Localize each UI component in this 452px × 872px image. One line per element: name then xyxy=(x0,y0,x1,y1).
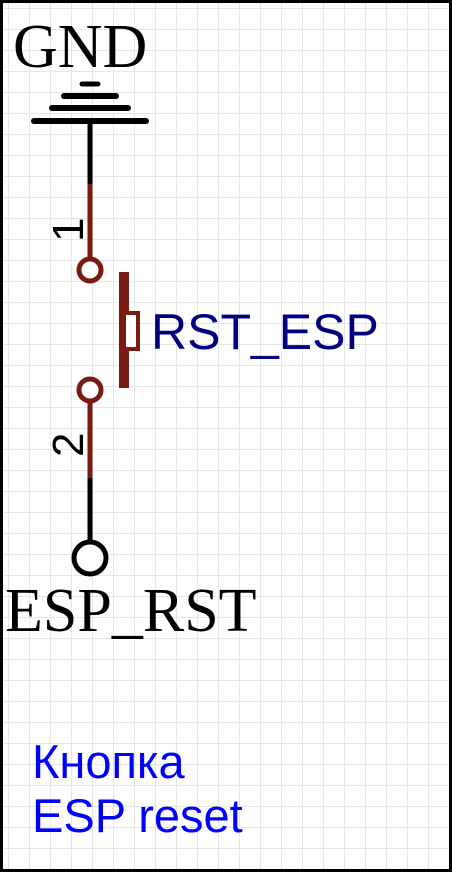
pin-2-contact xyxy=(76,376,104,404)
gnd-net-label: GND xyxy=(13,13,147,81)
button-plunger xyxy=(122,311,140,351)
pin-1-contact xyxy=(76,256,104,284)
net-port-circle xyxy=(71,539,109,577)
component-designator: RST_ESP xyxy=(151,304,379,360)
push-button-symbol xyxy=(119,272,140,388)
schematic-note: Кнопка ESP reset xyxy=(32,735,243,843)
ground-symbol xyxy=(31,81,149,124)
esp-rst-net-label: ESP_RST xyxy=(5,577,257,645)
pin-1-number: 1 xyxy=(44,218,93,242)
note-line-title: Кнопка xyxy=(32,735,185,788)
pin-2-number: 2 xyxy=(44,433,93,457)
note-line-subtitle: ESP reset xyxy=(32,789,243,842)
